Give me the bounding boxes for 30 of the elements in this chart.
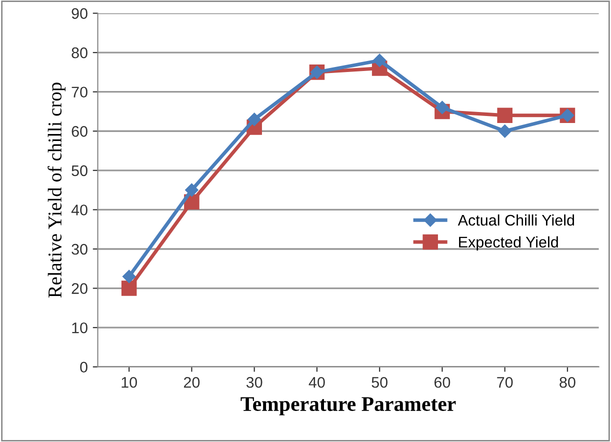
x-tick-label: 40 [308,376,325,388]
point [121,280,137,296]
y-tick-label: 60 [72,126,88,137]
y-tick-label: 30 [72,244,88,255]
y-tick-label: 40 [71,204,88,216]
x-axis-title: Temperature Parameter [240,397,456,416]
x-tick-label: 50 [372,376,388,388]
x-tick-label: 20 [184,376,200,388]
point [498,124,512,138]
legend-label: Expected Yield [459,236,558,251]
y-tick-label: 20 [72,283,88,294]
point [372,54,386,67]
point [497,108,512,124]
y-tick-label: 80 [72,47,88,58]
legend-label: Actual Chilli Yield [458,214,574,226]
x-tick-label: 80 [560,376,576,388]
y-tick-label: 10 [72,322,88,334]
x-tick-label: 60 [434,376,450,388]
y-tick-label: 50 [72,165,88,176]
point [122,270,136,284]
x-tick-label: 30 [246,376,262,388]
point [436,100,449,114]
y-axis-title: Relative Yield of chilli crop [48,82,66,298]
x-tick-label: 70 [497,376,513,388]
point [185,183,198,197]
x-tick-label: 10 [122,376,137,388]
point [248,112,261,126]
y-tick-label: 0 [80,362,88,373]
y-tick-label: 90 [72,8,88,19]
y-tick-label: 70 [72,86,88,98]
